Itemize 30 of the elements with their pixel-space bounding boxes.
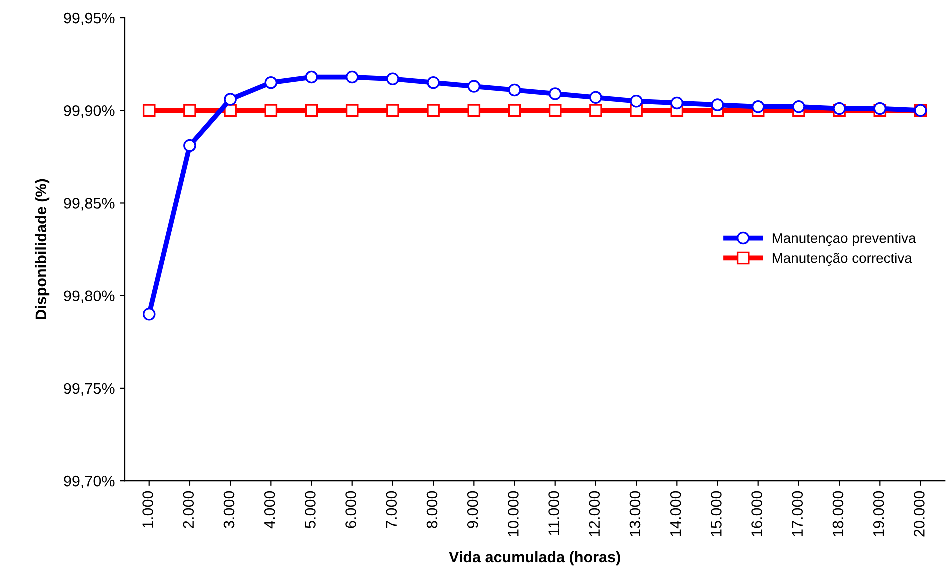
x-tick-label: 8.000: [426, 491, 438, 528]
x-tick-label: 3.000: [224, 491, 235, 528]
x-tick-label: 4.000: [264, 491, 276, 529]
y-axis-title: Disponibilidade (%): [35, 179, 50, 320]
y-tick-label: 99,70%: [64, 476, 115, 489]
y-tick-label: 99,80%: [64, 290, 115, 304]
x-tick-label: 14.000: [670, 491, 682, 536]
x-tick-label: 19.000: [873, 491, 884, 536]
x-tick-label: 16.000: [752, 491, 762, 536]
legend-label: Manutenção correctiva: [772, 253, 912, 266]
legend-label: Manutençao preventiva: [772, 233, 916, 246]
y-tick-label: 99,90%: [64, 105, 115, 118]
x-tick-label: 2.000: [183, 491, 194, 528]
x-tick-label: 17.000: [792, 491, 804, 536]
x-tick-label: 12.000: [589, 491, 600, 536]
x-tick-label: 5.000: [305, 491, 316, 528]
y-tick-label: 99,95%: [64, 12, 115, 26]
x-tick-label: 15.000: [711, 491, 722, 536]
x-tick-label: 18.000: [832, 491, 844, 536]
x-tick-label: 9.000: [467, 491, 478, 528]
x-tick-label: 1.000: [142, 491, 154, 528]
x-tick-label: 10.000: [508, 491, 519, 536]
y-tick-label: 99,85%: [64, 198, 115, 211]
x-tick-label: 13.000: [630, 491, 641, 536]
x-tick-label: 7.000: [386, 491, 398, 528]
x-tick-label: 6.000: [346, 491, 356, 528]
x-axis-title: Vida acumulada (horas): [449, 551, 620, 566]
y-tick-label: 99,75%: [64, 383, 115, 396]
x-tick-label: 20.000: [914, 491, 925, 537]
x-tick-label: 11.000: [548, 491, 560, 536]
